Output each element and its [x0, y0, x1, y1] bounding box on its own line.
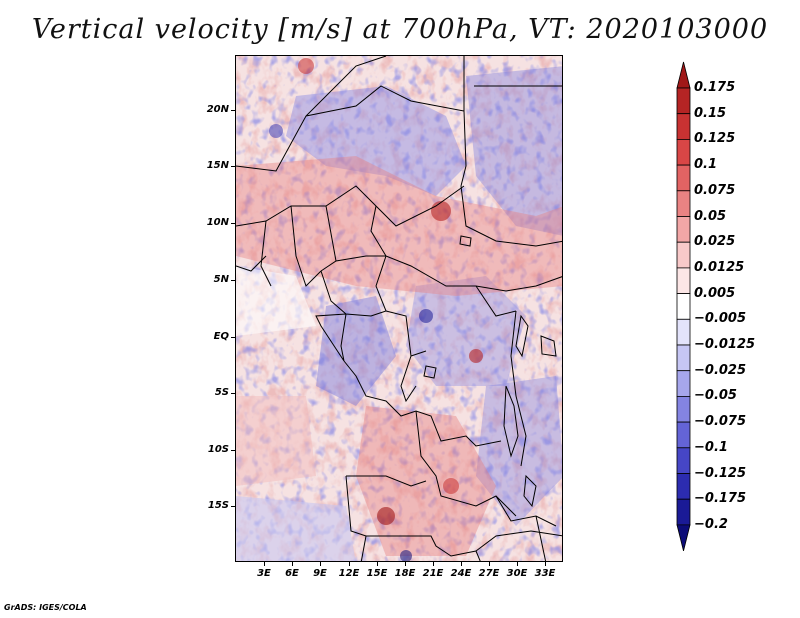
color-bar-label: −0.075: [694, 414, 747, 430]
lat-label: 20N: [206, 104, 229, 115]
lat-label: 5N: [213, 274, 229, 285]
color-bar-segment: [676, 293, 691, 320]
lon-label: 24E: [450, 568, 472, 579]
lon-label: 21E: [422, 568, 444, 579]
lon-tick: [489, 562, 490, 566]
lon-tick: [292, 562, 293, 566]
lat-label: 15S: [207, 500, 229, 511]
lat-tick: [231, 450, 235, 451]
color-bar-segment: [676, 216, 691, 243]
color-bar-segment: [676, 370, 691, 397]
color-bar-arrow-bottom: [676, 524, 691, 551]
color-bar-segment: [676, 87, 691, 115]
color-bar-segment: [676, 113, 691, 140]
credit-label: GrADS: IGES/COLA: [4, 603, 87, 612]
lat-label: EQ: [213, 331, 229, 342]
color-bar-label: −0.005: [694, 311, 747, 327]
color-bar-segment: [676, 267, 691, 294]
color-bar-segment: [676, 473, 691, 500]
lon-tick: [433, 562, 434, 566]
lon-label: 9E: [313, 568, 327, 579]
map-panel: [235, 55, 563, 562]
lon-tick: [517, 562, 518, 566]
lon-tick: [545, 562, 546, 566]
lon-label: 15E: [366, 568, 388, 579]
lon-tick: [264, 562, 265, 566]
lon-tick: [461, 562, 462, 566]
lon-label: 33E: [534, 568, 556, 579]
color-bar-label: 0.1: [694, 157, 718, 173]
color-bar-label: −0.125: [694, 465, 747, 481]
lat-tick: [231, 280, 235, 281]
lat-label: 15N: [206, 160, 229, 171]
color-bar-segment: [676, 190, 691, 217]
color-bar-label: −0.2: [694, 516, 728, 532]
color-bar-arrow-top: [676, 61, 691, 89]
lon-label: 6E: [285, 568, 299, 579]
color-bar-segment: [676, 241, 691, 269]
lon-tick: [405, 562, 406, 566]
map-title: Vertical velocity [m/s] at 700hPa, VT: 2…: [31, 14, 769, 45]
velocity-field: [236, 56, 562, 561]
lat-label: 5S: [214, 387, 229, 398]
lat-tick: [231, 223, 235, 224]
lon-label: 3E: [257, 568, 271, 579]
color-bar-segment: [676, 498, 691, 526]
color-bar-label: −0.1: [694, 439, 728, 455]
color-bar-label: 0.05: [694, 208, 727, 224]
color-bar-label: 0.15: [694, 105, 727, 121]
lon-tick: [349, 562, 350, 566]
color-bar-label: −0.025: [694, 362, 747, 378]
country-borders: [236, 56, 562, 561]
lat-tick: [231, 393, 235, 394]
lat-label: 10N: [206, 217, 229, 228]
lon-tick: [320, 562, 321, 566]
color-bar-label: 0.075: [694, 182, 736, 198]
color-bar-label: −0.175: [694, 491, 747, 507]
color-bar-label: 0.0125: [694, 259, 745, 275]
lon-label: 12E: [338, 568, 360, 579]
color-bar-segment: [676, 395, 691, 423]
color-bar-segment: [676, 164, 691, 192]
lat-label: 10S: [207, 444, 229, 455]
lat-tick: [231, 166, 235, 167]
color-bar-label: 0.005: [694, 285, 736, 301]
color-bar-label: −0.0125: [694, 337, 756, 352]
color-bar-label: 0.175: [694, 80, 736, 95]
color-bar-label: 0.125: [694, 131, 736, 147]
lat-tick: [231, 337, 235, 338]
color-bar-label: 0.025: [694, 234, 736, 250]
color-bar-segment: [676, 447, 691, 474]
color-bar-segment: [676, 421, 691, 449]
color-bar-segment: [676, 344, 691, 372]
lon-label: 27E: [478, 568, 500, 579]
lon-label: 30E: [506, 568, 528, 579]
lon-label: 18E: [394, 568, 416, 579]
color-bar: [676, 61, 691, 551]
lat-tick: [231, 506, 235, 507]
lon-tick: [377, 562, 378, 566]
lat-tick: [231, 110, 235, 111]
color-bar-segment: [676, 139, 691, 166]
color-bar-segment: [676, 318, 691, 346]
color-bar-label: −0.05: [694, 388, 737, 404]
